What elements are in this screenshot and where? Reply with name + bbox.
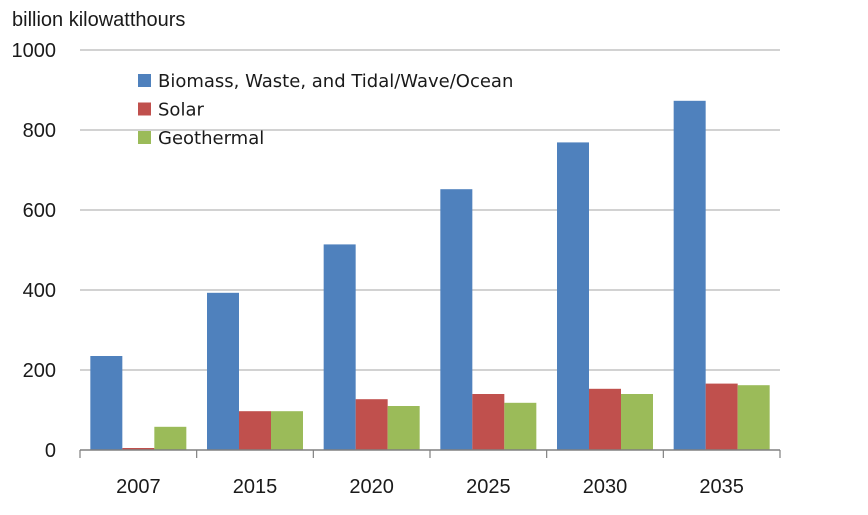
bar-biomass-2015 bbox=[207, 292, 239, 450]
y-tick-label: 1000 bbox=[12, 40, 57, 62]
bar-solar-2007 bbox=[122, 448, 155, 450]
x-tick-label: 2007 bbox=[116, 476, 161, 498]
y-tick-label: 800 bbox=[23, 120, 56, 142]
bars bbox=[90, 100, 770, 451]
x-tick-label: 2035 bbox=[699, 476, 744, 498]
bar-geothermal-2007 bbox=[154, 426, 187, 450]
bar-solar-2020 bbox=[355, 399, 388, 450]
bar-geothermal-2015 bbox=[271, 411, 303, 450]
gridlines bbox=[80, 49, 780, 371]
bar-biomass-2035 bbox=[673, 100, 706, 451]
bar-solar-2025 bbox=[472, 394, 505, 450]
y-tick-label: 0 bbox=[45, 440, 56, 462]
bar-biomass-2007 bbox=[90, 356, 123, 450]
x-axis: 2007 2015 2020 2025 2030 2035 bbox=[79, 449, 781, 498]
y-axis-unit-label: billion kilowatthours bbox=[12, 9, 185, 31]
y-axis-tick-labels: 0 200 400 600 800 1000 bbox=[12, 40, 57, 462]
y-tick-label: 400 bbox=[23, 280, 56, 302]
x-tick-label: 2025 bbox=[466, 476, 511, 498]
x-tick-label: 2020 bbox=[349, 476, 394, 498]
bar-geothermal-2035 bbox=[737, 385, 770, 450]
y-tick-label: 600 bbox=[23, 200, 56, 222]
legend: Biomass, Waste, and Tidal/Wave/Ocean Sola… bbox=[138, 71, 513, 149]
legend-swatch bbox=[138, 102, 151, 116]
bar-geothermal-2025 bbox=[504, 402, 537, 450]
bar-biomass-2030 bbox=[557, 142, 589, 450]
bar-biomass-2025 bbox=[440, 189, 473, 450]
legend-swatch bbox=[138, 74, 151, 87]
x-tick-label: 2015 bbox=[233, 476, 278, 498]
legend-label: Biomass, Waste, and Tidal/Wave/Ocean bbox=[158, 71, 513, 92]
bar-solar-2015 bbox=[239, 411, 271, 450]
x-tick-label: 2030 bbox=[583, 476, 628, 498]
legend-label: Geothermal bbox=[158, 128, 264, 149]
bar-biomass-2020 bbox=[323, 244, 356, 450]
bar-geothermal-2020 bbox=[387, 406, 420, 450]
bar-solar-2035 bbox=[705, 383, 738, 450]
legend-swatch bbox=[138, 131, 151, 144]
bar-geothermal-2030 bbox=[621, 394, 653, 450]
y-tick-label: 200 bbox=[23, 360, 56, 382]
bar-solar-2030 bbox=[589, 388, 621, 450]
legend-label: Solar bbox=[158, 100, 204, 121]
